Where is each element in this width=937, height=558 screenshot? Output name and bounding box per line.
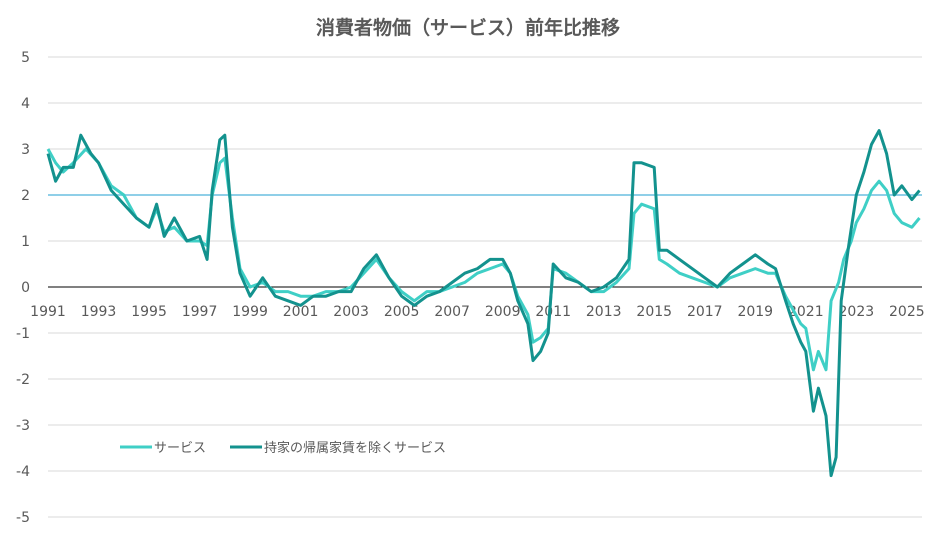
x-tick-label: 2003 — [333, 304, 369, 320]
x-tick-label: 2013 — [586, 304, 622, 320]
y-tick-label: -3 — [16, 418, 30, 434]
x-tick-label: 2005 — [384, 304, 420, 320]
series-lines — [46, 129, 921, 478]
x-tick-label: 1993 — [81, 304, 117, 320]
y-tick-label: -1 — [16, 326, 30, 342]
x-tick-label: 2023 — [839, 304, 875, 320]
x-tick-label: 2007 — [434, 304, 470, 320]
y-axis-ticks: 5 4 3 2 1 0 -1 -2 -3 -4 -5 — [16, 50, 30, 526]
x-tick-label: 2019 — [737, 304, 773, 320]
legend-label-service: サービス — [154, 441, 206, 456]
y-tick-label: 2 — [21, 188, 30, 204]
y-tick-label: 1 — [21, 234, 30, 250]
chart-title: 消費者物価（サービス）前年比推移 — [316, 16, 620, 39]
x-tick-label: 1991 — [30, 304, 66, 320]
legend-label-service-ex-imputed-rent: 持家の帰属家賃を除くサービス — [264, 440, 446, 456]
x-tick-label: 2017 — [687, 304, 723, 320]
x-tick-label: 2011 — [535, 304, 571, 320]
y-tick-label: 0 — [21, 280, 30, 296]
y-tick-label: 3 — [21, 142, 30, 158]
x-tick-label: 2015 — [636, 304, 672, 320]
series-line-1 — [46, 129, 921, 478]
x-tick-label: 1997 — [182, 304, 218, 320]
x-tick-label: 2001 — [283, 304, 319, 320]
y-tick-label: 5 — [21, 50, 30, 66]
y-tick-label: 4 — [21, 96, 30, 112]
series-line-0 — [46, 147, 921, 372]
x-axis-ticks: 1991 1993 1995 1997 1999 2001 2003 2005 2007 2009… — [30, 304, 924, 320]
x-tick-label: 1999 — [232, 304, 268, 320]
legend: サービス 持家の帰属家賃を除くサービス — [120, 440, 446, 456]
y-tick-label: -2 — [16, 372, 30, 388]
x-tick-label: 1995 — [131, 304, 167, 320]
y-tick-label: -5 — [16, 510, 30, 526]
y-tick-label: -4 — [16, 464, 30, 480]
x-tick-label: 2009 — [485, 304, 521, 320]
x-tick-label: 2025 — [889, 304, 925, 320]
